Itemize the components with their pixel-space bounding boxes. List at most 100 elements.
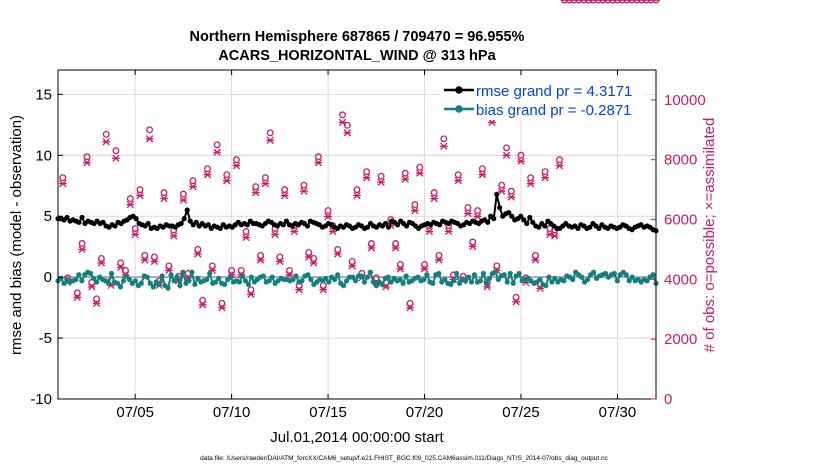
obs-possible-marker — [464, 204, 472, 212]
rmse-data-point — [485, 219, 491, 225]
rmse-data-point — [187, 218, 193, 224]
obs-assimilated-marker — [343, 129, 352, 137]
obs-assimilated-marker — [136, 191, 144, 200]
obs-possible-marker — [348, 257, 356, 265]
bias-data-point — [108, 270, 115, 277]
obs-assimilated-marker — [377, 178, 385, 186]
rmse-data-point — [394, 222, 401, 228]
obs-possible-marker — [570, 0, 578, 4]
obs-count-layer — [58, 0, 660, 312]
x-tick-label: 07/30 — [599, 404, 637, 421]
obs-possible-marker — [242, 228, 250, 235]
obs-possible-marker — [556, 156, 563, 164]
bias-data-point — [480, 270, 487, 277]
chart-title: Northern Hemisphere 687865 / 709470 = 96… — [190, 29, 525, 45]
bias-data-point — [150, 284, 156, 290]
bias-data-point — [626, 278, 632, 284]
obs-possible-marker — [585, 0, 592, 4]
obs-possible-marker — [411, 201, 419, 209]
x-tick-label: 07/25 — [502, 404, 540, 421]
x-tick-label: 07/20 — [406, 404, 444, 421]
bias-data-point — [644, 278, 650, 284]
bias-data-point — [516, 270, 522, 277]
y-left-tick-label: 5 — [44, 208, 52, 225]
bias-series-layer — [55, 268, 659, 291]
y-left-tick-label: 10 — [35, 147, 52, 164]
obs-possible-marker — [59, 174, 67, 182]
obs-assimilated-marker — [420, 265, 429, 273]
bias-data-point — [138, 280, 144, 286]
bias-data-point — [454, 270, 460, 277]
rmse-data-point — [193, 219, 199, 225]
rmse-data-point — [536, 224, 542, 230]
bias-data-point — [266, 278, 272, 284]
obs-possible-marker — [531, 251, 539, 259]
bias-data-point — [388, 279, 394, 285]
obs-possible-marker — [281, 186, 289, 194]
obs-assimilated-marker — [102, 138, 111, 146]
bias-data-point — [73, 276, 79, 283]
bias-data-point — [471, 272, 478, 278]
obs-possible-marker — [421, 260, 428, 268]
rmse-data-point — [437, 222, 443, 228]
obs-possible-marker — [599, 0, 607, 4]
obs-possible-marker — [498, 181, 506, 189]
obs-possible-marker — [151, 253, 158, 261]
obs-assimilated-marker — [512, 298, 520, 306]
obs-assimilated-marker — [526, 179, 535, 188]
bias-data-point — [260, 273, 266, 279]
obs-assimilated-marker — [362, 174, 371, 182]
bias-data-point — [159, 273, 165, 279]
bias-data-point — [492, 269, 498, 275]
obs-possible-marker — [237, 266, 245, 274]
rmse-data-point — [217, 225, 223, 232]
obs-possible-marker — [575, 0, 583, 4]
bias-data-point — [510, 280, 516, 286]
bias-data-point — [144, 274, 150, 280]
obs-assimilated-marker — [203, 171, 212, 179]
obs-possible-marker — [208, 262, 216, 270]
rmse-data-point — [364, 224, 371, 230]
bias-data-point — [290, 276, 296, 283]
rmse-data-point — [181, 216, 187, 222]
rmse-data-point — [542, 223, 548, 229]
rmse-data-point — [527, 214, 533, 221]
obs-possible-marker — [247, 286, 255, 294]
bias-data-point — [448, 281, 454, 288]
obs-possible-marker — [507, 187, 515, 195]
obs-assimilated-marker — [145, 135, 154, 143]
y-right-tick-label: 2000 — [664, 331, 697, 348]
obs-assimilated-marker — [401, 175, 410, 183]
y-axis-right-label: # of obs: o=possible; ×=assimilated — [701, 118, 718, 353]
obs-assimilated-marker — [324, 212, 332, 221]
bias-data-point — [367, 269, 373, 275]
rmse-series-layer — [55, 191, 659, 234]
bias-data-point — [561, 278, 567, 284]
bias-data-point — [364, 274, 371, 280]
obs-assimilated-marker — [391, 244, 400, 252]
obs-possible-marker — [377, 172, 385, 180]
obs-possible-marker — [334, 246, 342, 253]
x-tick-label: 07/15 — [309, 404, 347, 421]
obs-assimilated-marker — [435, 256, 443, 264]
obs-assimilated-marker — [189, 182, 197, 191]
rmse-data-point — [76, 219, 82, 225]
bias-data-point — [403, 273, 409, 279]
obs-assimilated-marker — [169, 232, 178, 240]
bias-data-point — [451, 278, 457, 284]
legend: rmse grand pr = 4.3171 bias grand pr = -… — [440, 78, 645, 120]
obs-possible-marker — [493, 262, 501, 270]
rmse-data-point — [382, 220, 389, 227]
obs-assimilated-marker — [309, 259, 318, 267]
bias-data-point — [88, 270, 94, 277]
bias-data-point — [177, 283, 183, 289]
rmse-data-point — [491, 216, 497, 222]
obs-possible-marker — [339, 111, 346, 119]
obs-assimilated-marker — [406, 304, 414, 312]
bias-data-point — [442, 276, 448, 283]
rmse-data-point — [100, 219, 106, 225]
y-axis-left-label: rmse and bias (model - observation) — [8, 115, 25, 355]
obs-possible-marker — [633, 0, 641, 4]
y-right-tick-label: 6000 — [664, 212, 697, 229]
